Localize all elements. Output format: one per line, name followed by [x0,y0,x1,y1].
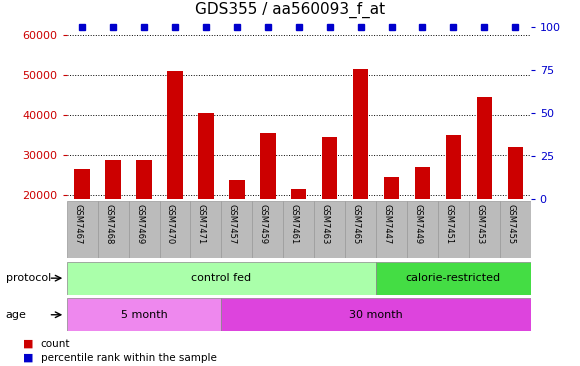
Bar [438,201,469,258]
Bar [477,97,492,276]
Text: GSM7451: GSM7451 [444,204,454,244]
Bar [106,160,121,276]
Text: GSM7461: GSM7461 [289,204,299,244]
Bar [500,201,531,258]
Text: ■: ■ [23,339,34,349]
Text: GSM7453: GSM7453 [475,204,484,244]
Text: GSM7447: GSM7447 [382,204,392,244]
Text: GSM7465: GSM7465 [351,204,361,244]
Bar [129,201,160,258]
Bar [67,262,376,295]
Bar [322,138,338,276]
Bar [67,201,97,258]
Text: GSM7471: GSM7471 [197,204,206,244]
Bar [167,71,183,276]
Bar [252,201,283,258]
Bar [508,147,523,276]
Bar [160,201,190,258]
Text: GSM7449: GSM7449 [414,204,422,244]
Bar [97,201,129,258]
Bar [291,190,306,276]
Bar [190,201,222,258]
Text: GSM7457: GSM7457 [228,204,237,244]
Bar [469,201,500,258]
Text: GSM7470: GSM7470 [166,204,175,244]
Text: calorie-restricted: calorie-restricted [406,273,501,283]
Bar [445,135,461,276]
Bar [67,298,222,331]
Bar [376,201,407,258]
Bar [376,262,531,295]
Text: GSM7463: GSM7463 [321,204,329,244]
Bar [314,201,345,258]
Text: GSM7469: GSM7469 [135,204,144,244]
Bar [222,201,252,258]
Text: control fed: control fed [191,273,251,283]
Text: GDS355 / aa560093_f_at: GDS355 / aa560093_f_at [195,2,385,18]
Text: protocol: protocol [6,273,51,283]
Bar [222,298,531,331]
Text: GSM7468: GSM7468 [104,204,113,244]
Text: percentile rank within the sample: percentile rank within the sample [41,352,216,363]
Text: ■: ■ [23,352,34,363]
Bar [407,201,438,258]
Text: 30 month: 30 month [349,310,403,320]
Bar [74,169,90,276]
Bar [384,178,399,276]
Text: GSM7467: GSM7467 [73,204,82,244]
Text: 5 month: 5 month [121,310,168,320]
Text: GSM7459: GSM7459 [259,204,268,244]
Bar [198,113,213,276]
Text: age: age [6,310,27,320]
Bar [283,201,314,258]
Text: GSM7455: GSM7455 [506,204,515,244]
Bar [260,134,276,276]
Bar [229,180,245,276]
Bar [353,70,368,276]
Bar [415,168,430,276]
Bar [345,201,376,258]
Text: count: count [41,339,70,349]
Bar [136,160,152,276]
